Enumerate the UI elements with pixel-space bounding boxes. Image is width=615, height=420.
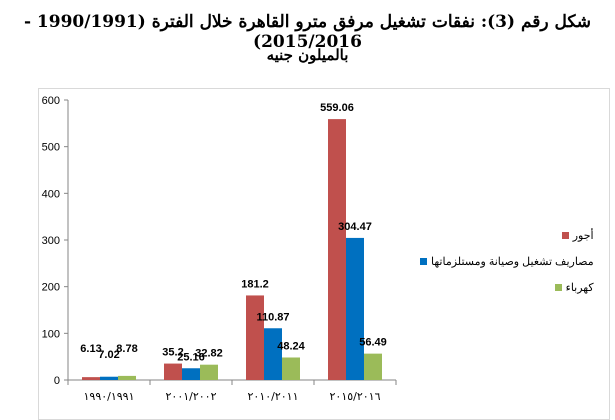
bar-1	[164, 363, 182, 380]
y-tick-label: 100	[42, 328, 60, 340]
y-tick-label: 300	[42, 235, 60, 247]
data-label: 8.78	[116, 343, 137, 355]
legend-item: مصاريف تشغيل وصيانة ومستلزماتها	[420, 248, 594, 274]
x-tick-label: ٢٠١٥/٢٠١٦	[330, 390, 381, 403]
legend-swatch	[420, 257, 427, 265]
y-tick-label: 0	[54, 375, 60, 387]
bar-chart: 0 100 200 300 400 500 600 ١٩٩٠/١٩٩١ 6.137.028.78…	[42, 95, 397, 403]
legend-label: أجور	[572, 229, 594, 242]
data-label: 559.06	[320, 102, 354, 114]
legend-label: مصاريف تشغيل وصيانة ومستلزماتها	[431, 255, 594, 268]
bar-2	[346, 237, 364, 380]
data-label: 7.02	[98, 349, 119, 361]
y-tick-label: 400	[42, 188, 60, 200]
legend-label: كهرباء	[565, 281, 594, 294]
bar-2	[100, 376, 118, 380]
legend: أجور مصاريف تشغيل وصيانة ومستلزماتها كهربا…	[420, 222, 594, 300]
data-label: 56.49	[359, 337, 387, 349]
x-tick-label: ٢٠١٠/٢٠١١	[248, 390, 299, 403]
data-label: 181.2	[241, 278, 269, 290]
bar-1	[246, 295, 264, 380]
bar-3	[200, 364, 218, 380]
bar-3	[364, 353, 382, 380]
bar-1	[82, 377, 100, 380]
y-tick-label: 200	[42, 282, 60, 294]
x-tick-label: ١٩٩٠/١٩٩١	[84, 390, 135, 403]
data-label: 110.87	[256, 311, 289, 323]
chart-subtitle: بالميلون جنيه	[266, 46, 349, 64]
legend-swatch	[561, 231, 569, 239]
x-tick-label: ٢٠٠١/٢٠٠٢	[166, 390, 217, 403]
chart-title: شكل رقم (3): نفقات تشغيل مرفق مترو القاه…	[23, 12, 592, 52]
y-tick-label: 600	[42, 95, 60, 107]
data-label: 35.2	[162, 347, 183, 359]
data-label: 48.24	[277, 340, 305, 352]
bar-3	[282, 357, 300, 380]
legend-item: كهرباء	[420, 274, 594, 300]
data-label: 32.82	[195, 348, 223, 360]
data-label: 304.47	[338, 221, 372, 233]
bar-2	[264, 328, 282, 380]
legend-item: أجور	[420, 222, 594, 248]
bar-2	[182, 368, 200, 380]
legend-swatch	[554, 283, 562, 291]
data-label: 6.13	[80, 343, 101, 355]
data-label: 25.16	[177, 351, 205, 363]
y-tick-label: 500	[42, 142, 60, 154]
bar-1	[328, 119, 346, 380]
bar-3	[118, 375, 136, 380]
